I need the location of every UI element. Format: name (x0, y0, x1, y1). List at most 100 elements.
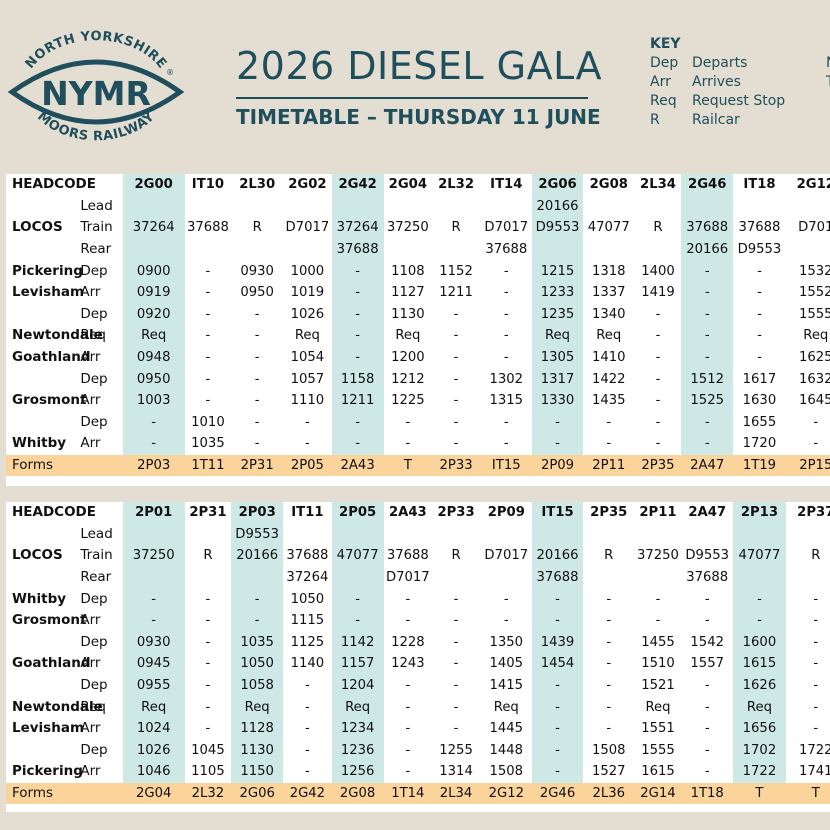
time-cell: 2L32 (184, 782, 232, 805)
time-cell: 1204 (331, 674, 384, 697)
time-cell: 2L34 (431, 782, 481, 805)
time-cell: - (453, 591, 459, 607)
time-cell: - (532, 411, 583, 434)
time-cell: - (405, 699, 411, 715)
time-cell: - (305, 764, 310, 780)
key-item: R Railcar (650, 112, 740, 128)
time-cell (583, 239, 635, 261)
time-cell: 0950 (122, 368, 185, 390)
time-cell: Req (122, 325, 185, 347)
time-cell: - (205, 263, 211, 279)
time-cell: - (331, 303, 384, 326)
registered-mark: ® (166, 68, 174, 77)
station-label: Grosmont (12, 612, 87, 629)
time-cell: R (653, 220, 663, 236)
time-cell: 1140 (290, 656, 325, 672)
time-cell: - (813, 414, 819, 430)
time-cell: 1415 (489, 678, 524, 694)
time-cell: - (331, 609, 384, 632)
event-label: Dep (80, 262, 108, 279)
time-cell: - (305, 721, 310, 737)
time-cell: 1542 (690, 634, 724, 650)
time-cell: 1350 (489, 634, 524, 650)
time-cell: 0919 (122, 281, 185, 304)
forms-row: Forms 2P03 1T11 2P31 2P05 2A43 T 2P33 IT15 2P09 2P… (6, 454, 830, 477)
time-cell: 1046 (122, 761, 185, 783)
time-cell: 1557 (690, 656, 724, 672)
time-cell: 2L36 (582, 782, 635, 805)
time-cell: - (205, 371, 211, 387)
time-cell: 1532 (799, 263, 830, 279)
time-cell: 2P35 (634, 454, 682, 477)
time-cell: - (532, 717, 583, 740)
time-cell: - (681, 260, 734, 282)
time-cell: 2G42 (331, 174, 384, 196)
event-label: Lead (80, 197, 113, 214)
time-cell: 1508 (489, 764, 524, 780)
time-cell: D701 (798, 220, 830, 236)
table-row: Dep 0955-1058-1204- -1415- -1521-1626- (6, 674, 830, 697)
time-cell: IT14 (490, 177, 523, 193)
time-cell: - (405, 721, 411, 737)
time-cell: - (453, 678, 459, 694)
table-row: Goathland Arr 0945 - 1050 1140 1157 1243 - 1405 14… (6, 653, 830, 675)
time-cell: - (704, 591, 710, 607)
time-cell: 47077 (587, 220, 630, 236)
time-cell: - (453, 613, 459, 629)
time-cell: T (383, 454, 432, 477)
time-cell: - (813, 656, 819, 672)
event-label: Rear (80, 569, 112, 586)
time-cell: 37250 (386, 220, 429, 236)
time-cell: - (733, 609, 786, 632)
time-cell: IT18 (743, 177, 776, 193)
time-cell: 1243 (391, 656, 425, 672)
table-row: Dep 0920- -1026-1130- -1235 1340- - -1555 (6, 303, 830, 326)
time-cell: 1337 (591, 285, 626, 301)
time-cell: 1722 (733, 761, 786, 783)
time-cell: - (503, 263, 509, 279)
time-cell: - (305, 414, 310, 430)
time-cell: 1630 (742, 393, 777, 409)
key-partial-item: N (826, 55, 830, 71)
table-row: Grosmont Arr 1003 - - 1110 1211 1225 - 1315 1330 14… (6, 389, 830, 412)
station-label (6, 524, 76, 546)
time-cell: - (205, 678, 211, 694)
time-cell: - (757, 328, 762, 344)
time-cell (532, 523, 583, 546)
time-cell: 1555 (799, 306, 830, 322)
time-cell: 1035 (231, 631, 284, 654)
time-cell: 2P33 (437, 505, 475, 521)
header: NORTH YORKSHIRE MOORS RAILWAY NYMR ® 202… (0, 0, 830, 170)
time-cell: 1422 (591, 371, 626, 387)
time-cell: 1T14 (383, 782, 432, 805)
time-cell: 1317 (532, 368, 583, 390)
time-cell: 37688 (738, 220, 781, 236)
time-cell: Req (645, 699, 671, 715)
time-cell: 2A47 (681, 454, 734, 477)
headcode-row: HEADCODE 2P01 2P31 2P03 IT11 2P05 2A43 2P33 2P09… (6, 502, 830, 524)
time-cell: - (453, 393, 459, 409)
time-cell: - (655, 371, 661, 387)
time-cell: D7017 (285, 220, 330, 236)
time-cell: 1130 (391, 306, 425, 322)
time-cell: 1058 (231, 674, 284, 697)
time-cell: 37688 (286, 548, 329, 564)
time-cell: 2G42 (283, 782, 332, 805)
time-cell: 2G06 (231, 782, 284, 805)
event-label (76, 782, 123, 805)
timetable-outbound: HEADCODE 2G00 IT10 2L30 2G02 2G42 2G04 2L32 IT14… (6, 174, 830, 486)
time-cell: 1330 (532, 389, 583, 412)
time-cell: - (231, 609, 284, 632)
time-cell: 1508 (591, 742, 626, 758)
time-cell: - (453, 634, 459, 650)
time-cell: 0955 (122, 674, 185, 697)
time-cell: - (503, 350, 509, 366)
time-cell: - (231, 588, 284, 610)
time-cell: - (655, 393, 661, 409)
time-cell: - (453, 371, 459, 387)
station-label: Whitby (12, 590, 67, 607)
time-cell (231, 239, 283, 261)
time-cell: R (203, 548, 213, 564)
time-cell: 1010 (191, 414, 225, 430)
time-cell: - (205, 699, 211, 715)
